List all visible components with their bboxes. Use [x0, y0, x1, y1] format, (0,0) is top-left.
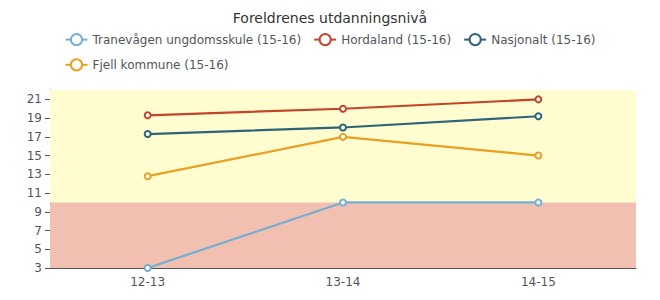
- svg-text:15: 15: [27, 149, 42, 163]
- svg-text:19: 19: [27, 111, 42, 125]
- svg-text:Tranevågen ungdomsskule (15-16: Tranevågen ungdomsskule (15-16): [92, 33, 302, 47]
- svg-text:Nasjonalt (15-16): Nasjonalt (15-16): [491, 33, 595, 47]
- svg-text:11: 11: [27, 186, 42, 200]
- svg-text:9: 9: [34, 205, 42, 219]
- svg-text:Hordaland (15-16): Hordaland (15-16): [341, 33, 451, 47]
- svg-text:14-15: 14-15: [521, 275, 556, 289]
- svg-text:13-14: 13-14: [326, 275, 361, 289]
- svg-text:12-13: 12-13: [130, 275, 165, 289]
- svg-text:Foreldrenes utdanningsnivå: Foreldrenes utdanningsnivå: [233, 10, 427, 26]
- svg-text:21: 21: [27, 92, 42, 106]
- svg-text:13: 13: [27, 167, 42, 181]
- svg-text:7: 7: [34, 224, 42, 238]
- svg-text:5: 5: [34, 242, 42, 256]
- svg-text:3: 3: [34, 261, 42, 275]
- svg-text:Fjell kommune (15-16): Fjell kommune (15-16): [93, 58, 229, 72]
- svg-text:17: 17: [27, 130, 42, 144]
